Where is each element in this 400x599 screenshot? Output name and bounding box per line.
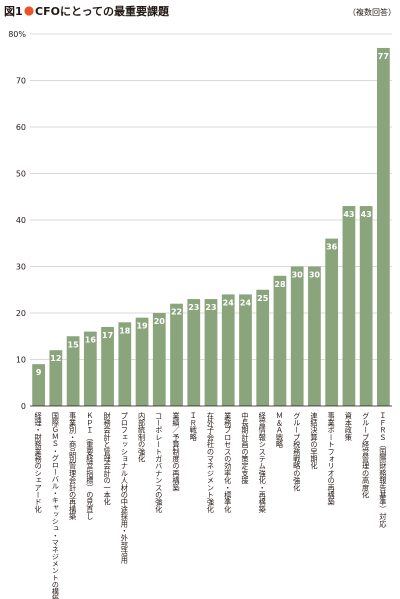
bar-value-label: 43 [361,210,372,219]
category-label: 連結決算の早期化 [310,411,319,470]
category-label: グループ経営管理の高度化 [362,411,371,499]
bar-value-label: 30 [309,271,321,280]
bar-value-label: 30 [292,271,304,280]
bar-value-label: 9 [36,368,42,377]
bars [32,47,390,406]
bar-value-label: 28 [274,280,286,289]
bar [239,294,252,406]
category-label: Ｍ＆Ａ戦略 [275,412,284,449]
category-label: 財務会計と管理会計の一本化 [103,411,112,506]
category-label: 業績／予算制度の再構築 [172,411,181,492]
value-labels: 9 12 15 16 17 18 19 20 22 23 23 24 24 25 28 30 30 36 43 43 7… [36,52,389,377]
category-label: 中長期計画の策定支援 [241,411,250,485]
category-label: ＩＲ戦略 [189,412,198,442]
category-label: 内部統制の強化 [138,411,147,463]
bar-value-label: 18 [119,326,131,335]
y-tick-label: 20 [16,309,26,318]
y-tick-label: 60 [16,123,26,132]
y-tick-label: 70 [16,77,26,86]
bar [49,350,63,406]
category-label: プロフェッショナル人材の中途採用・外部活用 [120,412,129,564]
bar-value-label: 20 [154,317,166,326]
bar [290,266,304,406]
category-label: 経営情報システム強化・再構築 [258,411,267,514]
category-label: 業務プロセスの効率化・標準化 [223,411,232,514]
title-bullet-icon [24,6,34,16]
bar [325,238,339,406]
category-label: ＫＰＩ（重要経営指標）の見直し [86,412,95,520]
bar-value-label: 25 [257,294,269,303]
y-tick-label: 10 [16,356,26,365]
bar [359,206,373,406]
bar-value-label: 24 [240,298,252,307]
bar [187,299,201,406]
bar-value-label: 24 [223,298,235,307]
y-axis-ticks: 0 10 20 30 40 50 60 70 80% [8,30,26,411]
y-tick-label: 80% [8,30,26,39]
bar [308,266,321,406]
bar-value-label: 23 [188,303,199,312]
y-tick-label: 40 [16,216,26,225]
bar [152,313,166,406]
y-tick-label: 0 [21,402,26,411]
category-label: 事業別・商品別管理会計の再構築 [69,411,78,521]
bar [273,275,287,406]
bar-value-label: 43 [343,210,354,219]
multiple-answer-note: （複数回答） [348,7,396,17]
bar [204,299,218,406]
bar [83,331,97,406]
bar [32,364,45,406]
bar [221,294,235,406]
bar-value-label: 77 [378,52,389,61]
category-label: 経理・財務業務のシェアード化 [34,411,43,514]
gridlines [30,33,392,360]
bar-value-label: 23 [205,303,216,312]
y-tick-label: 30 [16,263,26,272]
figure-number: 図1 [4,4,23,18]
category-label: 資本政策 [344,411,353,442]
bar-value-label: 19 [136,322,148,331]
category-label: グループ税務戦略の強化 [292,411,301,492]
category-label: ＩＦＲＳ（国際財務報告基準）対応 [378,412,387,528]
bar [377,47,390,406]
y-tick-label: 50 [16,170,26,179]
bar-value-label: 36 [326,243,338,252]
bar-value-label: 17 [102,331,113,340]
bar-value-label: 15 [68,340,80,349]
bar [256,289,270,406]
bar [118,322,132,406]
category-label: 国際ＧＭＳ・グローバル・キャッシュ・マネジメントの構築 [51,412,60,599]
chart-title: CFOにとっての最重要課題 [35,4,170,18]
category-label: 事業ポートフォリオの再構築 [327,411,336,506]
bar [170,303,183,406]
bar [66,336,80,406]
bar [101,326,114,406]
category-labels: 経理・財務業務のシェアード化 国際ＧＭＳ・グローバル・キャッシュ・マネジメントの構… [34,411,388,599]
bar-value-label: 16 [85,336,97,345]
bar-value-label: 22 [171,308,182,317]
category-label: コーポレートガバナンスの強化 [155,412,164,514]
bar-value-label: 12 [50,354,61,363]
bar [135,317,149,406]
bar [342,206,356,406]
category-label: 在外子会社のマネジメント強化 [207,411,216,514]
